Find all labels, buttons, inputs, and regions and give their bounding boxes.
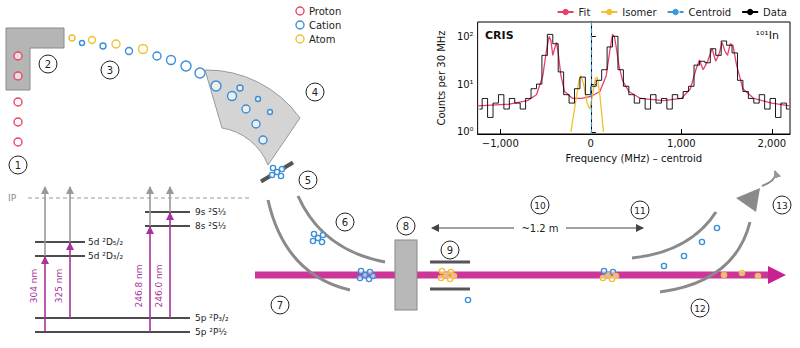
svg-text:2,000: 2,000 (758, 138, 787, 149)
svg-text:8: 8 (403, 221, 409, 232)
svg-text:5p ²P½: 5p ²P½ (195, 327, 227, 337)
svg-text:5: 5 (305, 175, 311, 186)
svg-text:9: 9 (447, 245, 453, 256)
svg-text:10¹: 10¹ (457, 79, 474, 90)
svg-text:8s ²S½: 8s ²S½ (195, 221, 227, 231)
svg-text:Data: Data (763, 7, 787, 18)
svg-text:5d ²D₅/₂: 5d ²D₅/₂ (88, 237, 123, 247)
svg-text:1: 1 (15, 160, 21, 171)
svg-text:IP: IP (8, 193, 17, 203)
svg-text:Centroid: Centroid (689, 7, 732, 18)
svg-text:3: 3 (107, 65, 113, 76)
svg-text:9s ²S½: 9s ²S½ (195, 207, 227, 217)
svg-text:7: 7 (277, 300, 283, 311)
svg-text:10: 10 (534, 201, 546, 211)
svg-text:13: 13 (776, 201, 787, 211)
svg-text:Counts per 30 MHz: Counts per 30 MHz (436, 30, 447, 125)
svg-text:246.8 nm: 246.8 nm (134, 264, 144, 307)
svg-text:Proton: Proton (309, 6, 341, 17)
svg-text:Frequency (MHz) – centroid: Frequency (MHz) – centroid (566, 153, 702, 164)
svg-text:2: 2 (45, 59, 51, 70)
svg-text:Atom: Atom (309, 34, 335, 45)
svg-text:−1,000: −1,000 (482, 138, 519, 149)
svg-text:Cation: Cation (309, 20, 341, 31)
svg-text:5p ²P₃/₂: 5p ²P₃/₂ (195, 313, 229, 323)
svg-text:5d ²D₃/₂: 5d ²D₃/₂ (88, 251, 123, 261)
svg-text:Fit: Fit (579, 7, 591, 18)
svg-text:4: 4 (312, 87, 318, 98)
svg-text:304 nm: 304 nm (29, 269, 39, 304)
svg-text:¹⁰¹In: ¹⁰¹In (756, 29, 779, 42)
svg-text:12: 12 (694, 304, 705, 314)
svg-text:~1.2 m: ~1.2 m (521, 223, 558, 234)
svg-text:10²: 10² (457, 31, 474, 42)
svg-text:CRIS: CRIS (485, 29, 514, 42)
svg-text:325 nm: 325 nm (54, 269, 64, 304)
svg-text:1,000: 1,000 (667, 138, 696, 149)
svg-text:6: 6 (342, 217, 348, 228)
svg-text:246.0 nm: 246.0 nm (154, 264, 164, 307)
svg-text:Isomer: Isomer (622, 7, 657, 18)
svg-text:11: 11 (634, 206, 645, 216)
svg-text:0: 0 (588, 138, 594, 149)
svg-text:10⁰: 10⁰ (457, 126, 474, 137)
